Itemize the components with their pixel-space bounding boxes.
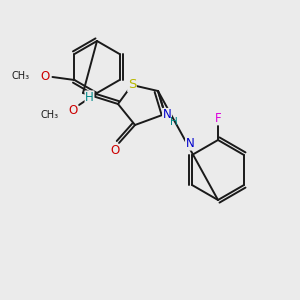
Text: F: F: [215, 112, 221, 124]
Text: CH₃: CH₃: [11, 71, 29, 81]
Text: H: H: [85, 91, 94, 104]
Text: O: O: [68, 104, 78, 118]
Text: O: O: [110, 145, 120, 158]
Text: S: S: [128, 79, 136, 92]
Text: N: N: [186, 137, 194, 150]
Text: H: H: [170, 117, 178, 127]
Text: N: N: [163, 109, 171, 122]
Text: CH₃: CH₃: [41, 110, 59, 120]
Text: O: O: [41, 70, 50, 83]
